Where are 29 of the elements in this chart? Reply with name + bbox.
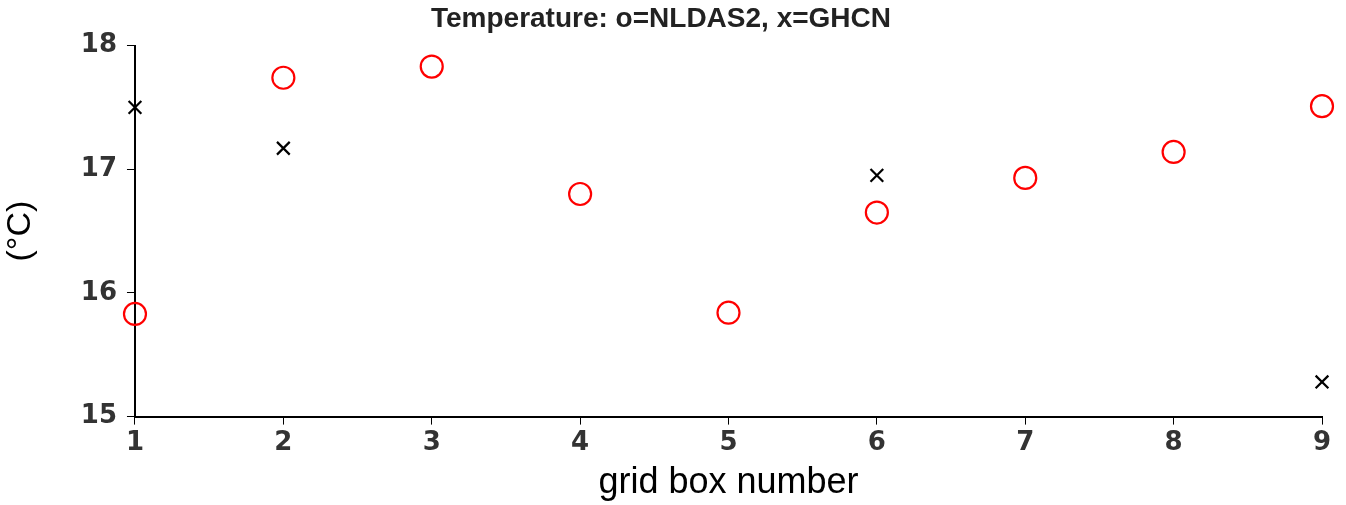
x-tick-label: 9 bbox=[1312, 425, 1332, 456]
point bbox=[1314, 374, 1330, 390]
point bbox=[568, 181, 593, 207]
point bbox=[869, 167, 885, 183]
point bbox=[1309, 94, 1335, 119]
x-tick-label: 4 bbox=[571, 425, 590, 456]
y-axis-title: (°C) bbox=[0, 200, 37, 262]
x-tick-label: 8 bbox=[1164, 425, 1183, 456]
point bbox=[122, 301, 148, 327]
x-tick-label: 7 bbox=[1016, 425, 1035, 456]
x-tick-label: 1 bbox=[125, 425, 145, 456]
y-tick-label: 16 bbox=[80, 275, 117, 306]
point bbox=[1013, 165, 1038, 191]
x-axis-title: grid box number bbox=[598, 460, 859, 502]
y-tick-label: 18 bbox=[80, 28, 117, 59]
y-tick-label: 17 bbox=[80, 152, 117, 183]
point bbox=[127, 99, 143, 115]
y-tick-label: 15 bbox=[80, 399, 117, 430]
x-tick-label: 6 bbox=[867, 425, 886, 456]
point bbox=[1161, 139, 1186, 165]
x-tick-label: 3 bbox=[422, 425, 441, 456]
x-tick-label: 5 bbox=[719, 425, 738, 456]
point bbox=[271, 65, 296, 90]
chart-title: Temperature: o=NLDAS2, x=GHCN bbox=[430, 1, 892, 33]
point bbox=[716, 300, 741, 325]
point bbox=[275, 140, 291, 156]
x-tick-label: 2 bbox=[274, 425, 293, 456]
point bbox=[419, 54, 444, 79]
point bbox=[864, 200, 889, 225]
